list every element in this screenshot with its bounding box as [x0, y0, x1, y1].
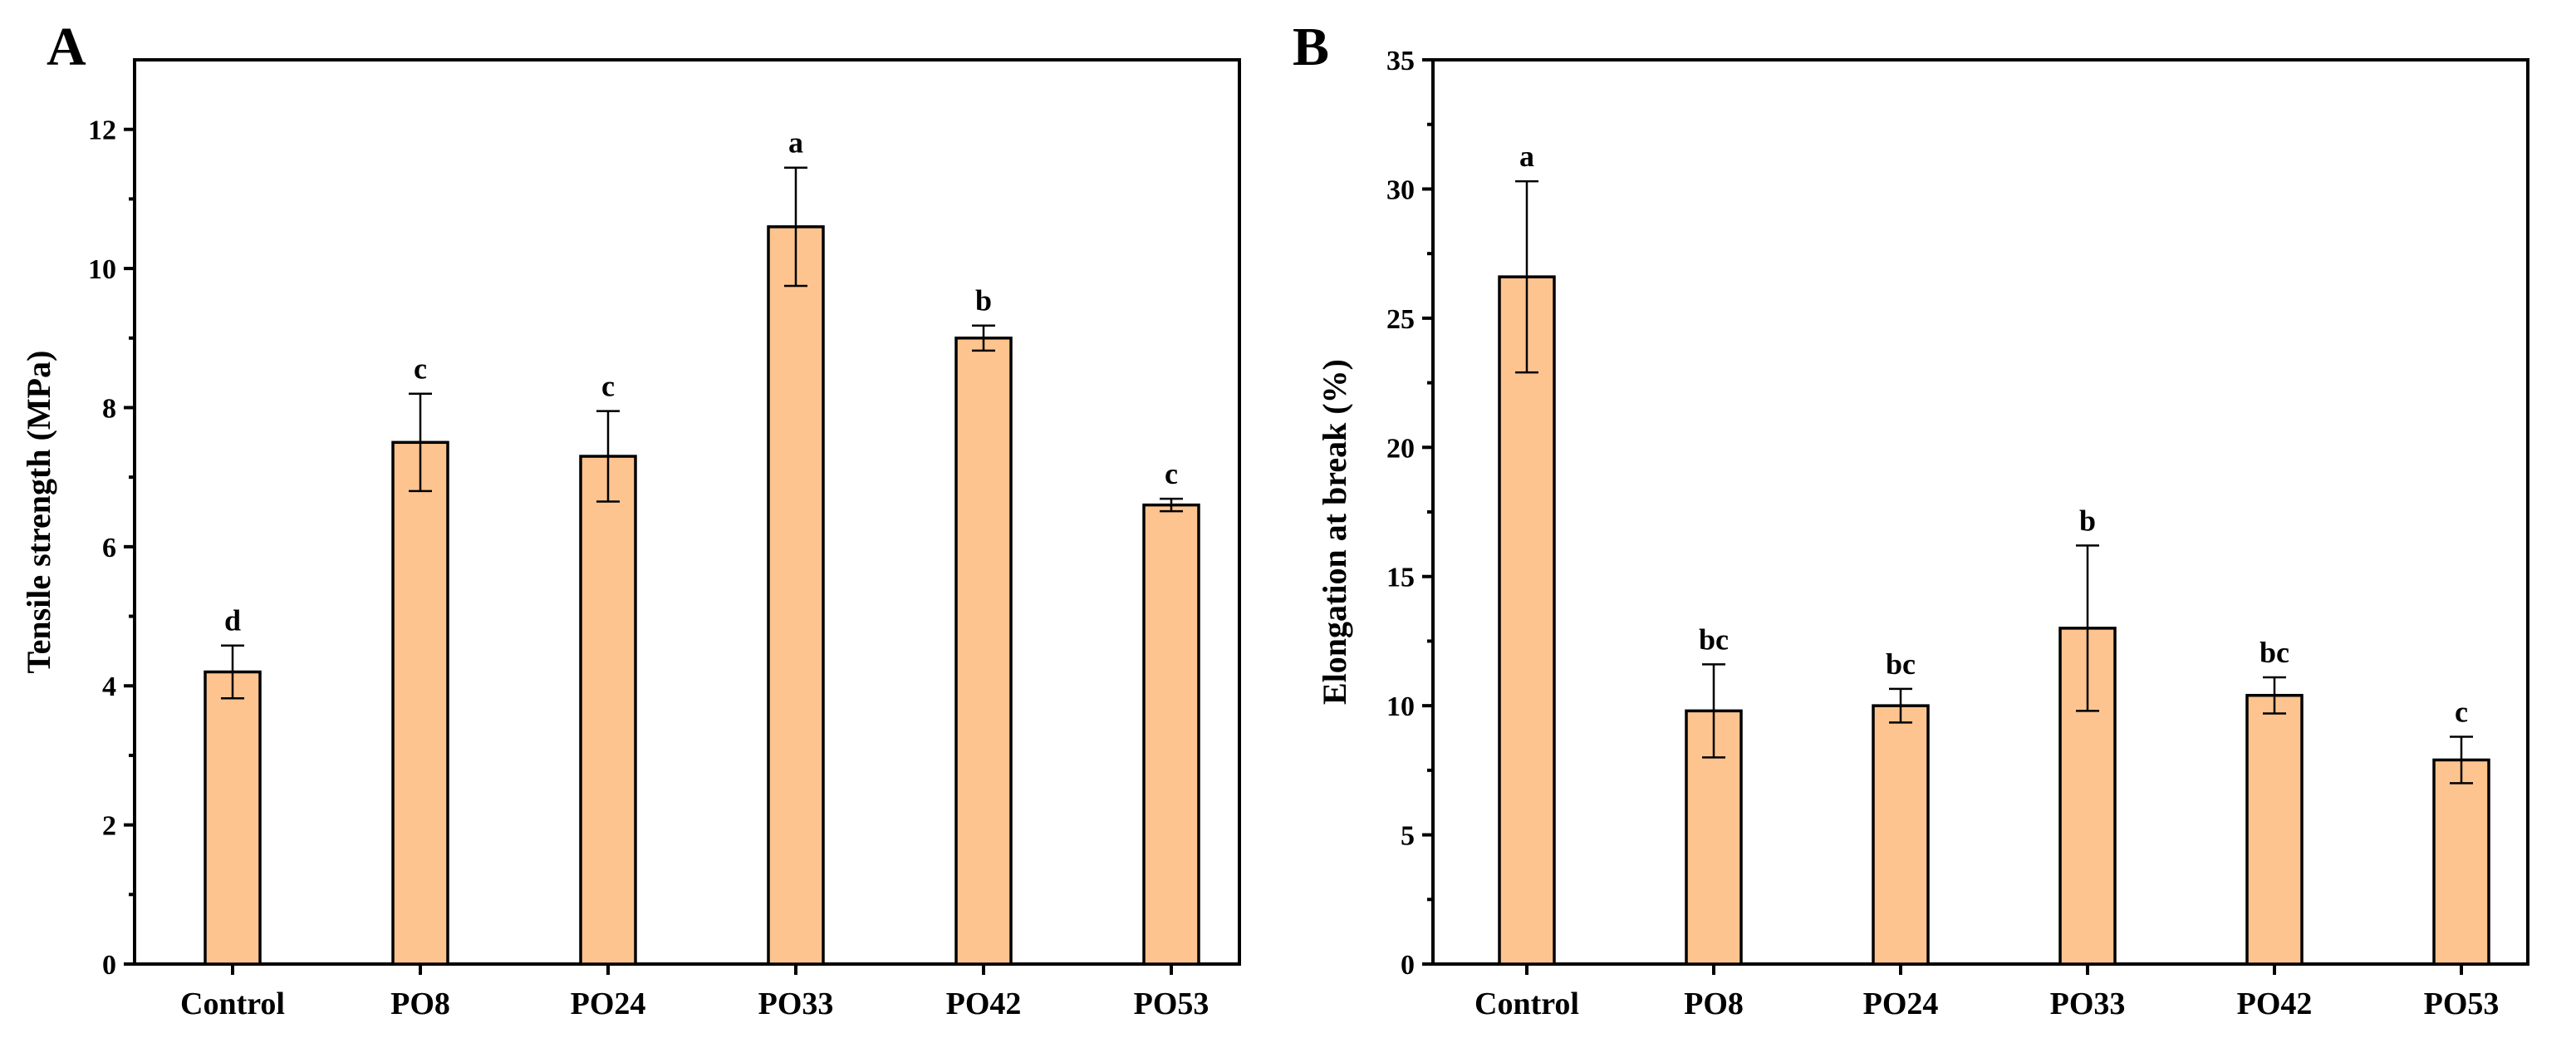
panel-a-x-tick-label: PO24: [571, 986, 646, 1021]
panel-b-y-tick-label: 25: [1386, 304, 1415, 335]
panel-a-error-bar-po42: [972, 324, 995, 352]
panel-b-error-bar-control: [1515, 180, 1538, 374]
panel-a-error-bar-control: [221, 644, 244, 700]
panel-b-significance-label: bc: [2260, 636, 2289, 669]
panel-a-error-bar-po24: [596, 410, 620, 503]
panel-a-y-axis-title: Tensile strength (MPa): [20, 351, 57, 674]
panel-a-y-tick-label: 4: [102, 672, 116, 702]
panel-a-y-tick-label: 2: [102, 811, 116, 842]
panel-a-x-tick-labels: Control PO8 PO24 PO33 PO42 PO53: [180, 964, 1209, 1021]
panel-a-x-tick-label: PO33: [758, 986, 834, 1021]
panel-b-significance-label: a: [1519, 140, 1534, 173]
panel-b-bars: a bc bc b bc c: [1498, 140, 2490, 966]
panel-b-label: B: [1293, 17, 1329, 77]
panel-b-x-tick-label: PO42: [2237, 986, 2313, 1021]
panel-b-x-tick-labels: Control PO8 PO24 PO33 PO42 PO53: [1474, 964, 2499, 1021]
panel-b-plot-frame: [1431, 58, 2529, 966]
panel-b-y-tick-label: 30: [1386, 175, 1415, 205]
panel-b-bar-po24: [1872, 704, 1930, 966]
panel-a-chart: A Tensile strength (MPa) 0 2 4 6 8 10 12 d c c a b…: [20, 17, 1241, 1021]
panel-a-x-tick-label: PO53: [1134, 986, 1209, 1021]
panel-a-significance-label: d: [224, 604, 241, 637]
panel-b-significance-label: bc: [1699, 622, 1729, 656]
panel-b-x-tick-label: PO33: [2050, 986, 2126, 1021]
panel-b-error-bar-po53: [2450, 736, 2473, 785]
panel-a-bar-control: [204, 670, 262, 966]
panel-b-bar-po53: [2432, 758, 2490, 966]
panel-b-y-tick-label: 20: [1386, 433, 1415, 464]
panel-a-significance-label: c: [601, 370, 615, 403]
panel-b-significance-label: b: [2079, 504, 2096, 537]
panel-b-bar-po42: [2245, 693, 2304, 966]
panel-b-x-tick-label: Control: [1474, 986, 1579, 1021]
panel-a-y-tick-label: 12: [88, 116, 116, 146]
panel-a-error-bar-po33: [784, 166, 807, 288]
panel-a-plot-frame: [133, 58, 1241, 966]
panel-b-x-tick-label: PO53: [2424, 986, 2500, 1021]
panel-b-error-bar-po42: [2263, 676, 2286, 715]
panel-a-bar-po24: [579, 455, 637, 966]
panel-a-x-tick-label: PO42: [946, 986, 1022, 1021]
panel-b-x-tick-label: PO8: [1684, 986, 1744, 1021]
panel-b-significance-label: c: [2455, 695, 2468, 728]
panel-b-y-ticks: 0 5 10 15 20 25 30 35: [1386, 46, 1433, 981]
panel-b-y-tick-label: 5: [1401, 821, 1415, 852]
panel-a-bar-po42: [954, 337, 1013, 966]
panel-a-y-tick-label: 10: [88, 254, 116, 285]
panel-b-significance-label: bc: [1886, 647, 1916, 681]
panel-a-y-tick-label: 0: [102, 950, 116, 981]
panel-b-y-tick-label: 15: [1386, 563, 1415, 593]
panel-b-y-tick-label: 35: [1386, 46, 1415, 76]
panel-a-significance-label: a: [788, 126, 803, 160]
panel-a-error-bar-po53: [1160, 497, 1183, 513]
panel-a-y-tick-label: 6: [102, 533, 116, 563]
panel-b-chart: B Elongation at break (%) 0 5 10 15 20 25 30 35…: [1293, 17, 2529, 1021]
panel-a-bars: d c c a b c: [204, 126, 1200, 966]
panel-b-x-tick-label: PO24: [1863, 986, 1939, 1021]
panel-a-y-tick-label: 8: [102, 393, 116, 424]
panel-a-significance-label: c: [1165, 457, 1178, 490]
panel-a-error-bar-po8: [409, 392, 432, 493]
panel-a-bar-po8: [391, 440, 449, 966]
panel-b-bar-control: [1498, 275, 1556, 966]
panel-b-y-tick-label: 0: [1401, 950, 1415, 981]
panel-a-bar-po53: [1142, 503, 1200, 966]
panel-a-label: A: [47, 17, 86, 77]
panel-b-y-tick-label: 10: [1386, 691, 1415, 722]
panel-a-significance-label: b: [975, 284, 992, 317]
panel-a-bar-po33: [767, 225, 825, 966]
panel-a-x-tick-label: PO8: [390, 986, 450, 1021]
panel-b-error-bar-po8: [1702, 663, 1725, 759]
panel-b-error-bar-po33: [2076, 544, 2099, 712]
panel-b-y-axis-title: Elongation at break (%): [1316, 359, 1353, 705]
panel-b-error-bar-po24: [1889, 687, 1912, 724]
panel-a-x-tick-label: Control: [180, 986, 285, 1021]
panel-a-y-ticks: 0 2 4 6 8 10 12: [88, 116, 135, 981]
panel-a-significance-label: c: [414, 352, 427, 386]
